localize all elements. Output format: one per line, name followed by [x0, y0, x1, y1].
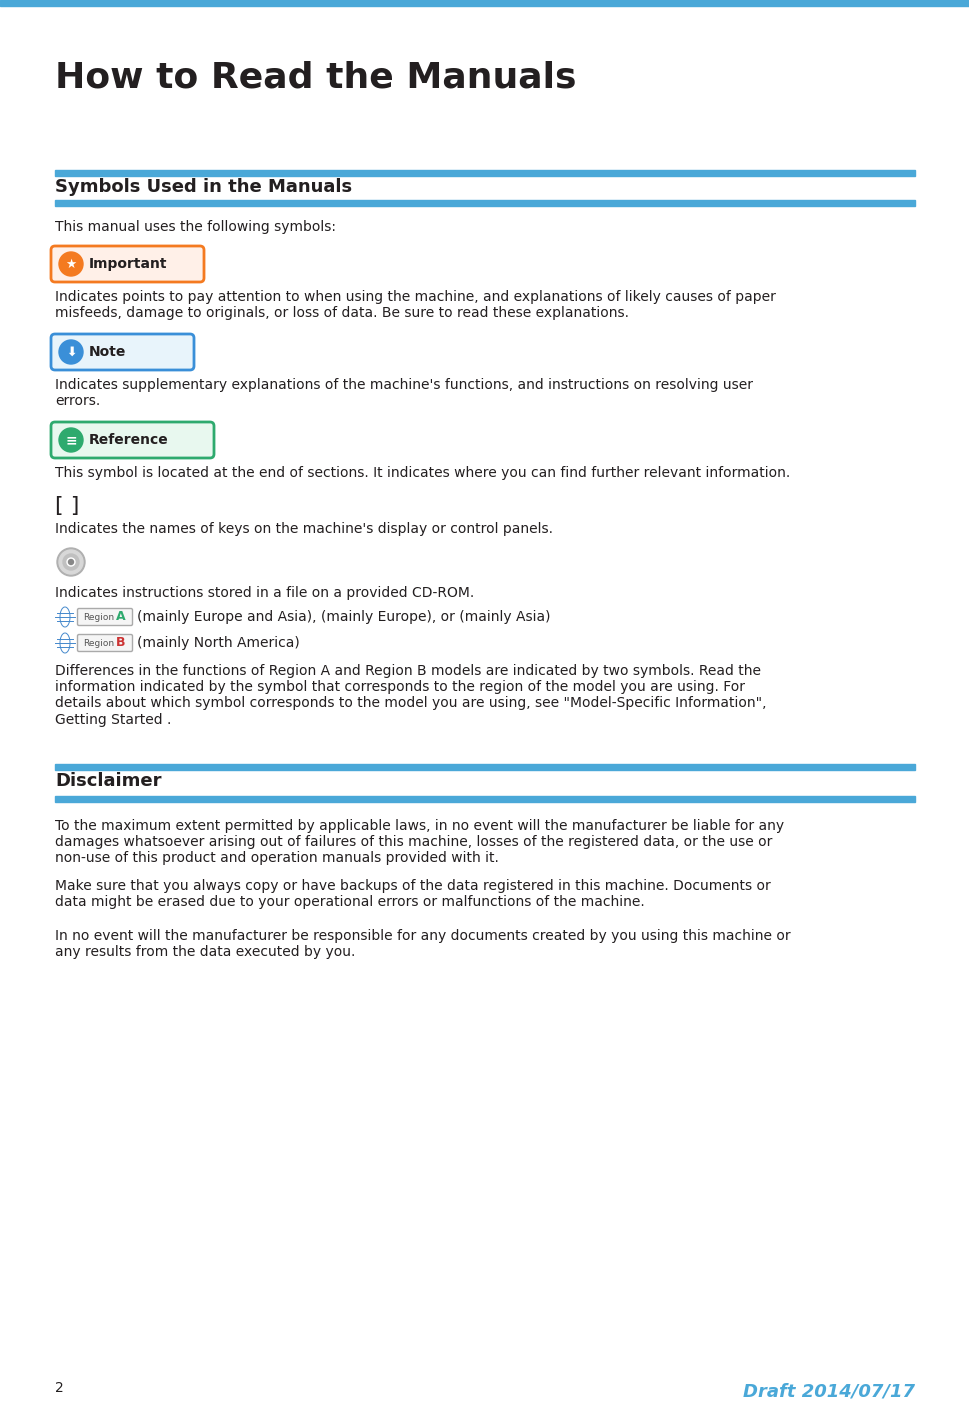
Circle shape: [59, 551, 83, 575]
Circle shape: [59, 341, 83, 365]
Text: (mainly North America): (mainly North America): [137, 636, 299, 650]
Text: Disclaimer: Disclaimer: [55, 772, 161, 790]
Text: Region: Region: [83, 613, 114, 622]
Text: Indicates points to pay attention to when using the machine, and explanations of: Indicates points to pay attention to whe…: [55, 289, 775, 321]
Text: B: B: [116, 637, 125, 650]
Text: Indicates instructions stored in a file on a provided CD-ROM.: Indicates instructions stored in a file …: [55, 586, 474, 600]
Text: How to Read the Manuals: How to Read the Manuals: [55, 60, 576, 94]
Text: In no event will the manufacturer be responsible for any documents created by yo: In no event will the manufacturer be res…: [55, 929, 790, 959]
Text: ★: ★: [65, 257, 77, 271]
FancyBboxPatch shape: [51, 421, 214, 458]
Text: A: A: [116, 610, 126, 623]
Text: ⬇: ⬇: [66, 345, 77, 359]
Text: To the maximum extent permitted by applicable laws, in no event will the manufac: To the maximum extent permitted by appli…: [55, 819, 783, 866]
FancyBboxPatch shape: [78, 609, 133, 626]
Text: Indicates the names of keys on the machine's display or control panels.: Indicates the names of keys on the machi…: [55, 522, 552, 536]
Text: Important: Important: [89, 257, 168, 271]
Text: 2: 2: [55, 1381, 64, 1395]
Circle shape: [59, 253, 83, 277]
Bar: [55, 796, 914, 802]
Text: This manual uses the following symbols:: This manual uses the following symbols:: [55, 220, 335, 234]
Text: [ ]: [ ]: [55, 497, 79, 517]
Bar: [55, 763, 914, 771]
Circle shape: [67, 558, 75, 566]
Text: Symbols Used in the Manuals: Symbols Used in the Manuals: [55, 177, 352, 196]
Text: Note: Note: [89, 345, 126, 359]
Text: Draft 2014/07/17: Draft 2014/07/17: [742, 1382, 914, 1401]
Text: Indicates supplementary explanations of the machine's functions, and instruction: Indicates supplementary explanations of …: [55, 377, 752, 409]
Circle shape: [57, 548, 85, 576]
FancyBboxPatch shape: [78, 634, 133, 651]
Circle shape: [69, 559, 74, 565]
FancyBboxPatch shape: [51, 245, 203, 282]
Text: Make sure that you always copy or have backups of the data registered in this ma: Make sure that you always copy or have b…: [55, 878, 770, 910]
Bar: [0, 0, 969, 6]
Circle shape: [59, 429, 83, 453]
FancyBboxPatch shape: [51, 333, 194, 370]
Bar: [55, 170, 914, 176]
Text: ≡: ≡: [65, 433, 77, 447]
Text: (mainly Europe and Asia), (mainly Europe), or (mainly Asia): (mainly Europe and Asia), (mainly Europe…: [137, 610, 550, 624]
Text: Region: Region: [83, 639, 114, 647]
Text: This symbol is located at the end of sections. It indicates where you can find f: This symbol is located at the end of sec…: [55, 465, 790, 480]
Circle shape: [63, 553, 78, 570]
Text: Reference: Reference: [89, 433, 169, 447]
Text: Differences in the functions of Region A and Region B models are indicated by tw: Differences in the functions of Region A…: [55, 664, 766, 727]
Bar: [55, 200, 914, 206]
